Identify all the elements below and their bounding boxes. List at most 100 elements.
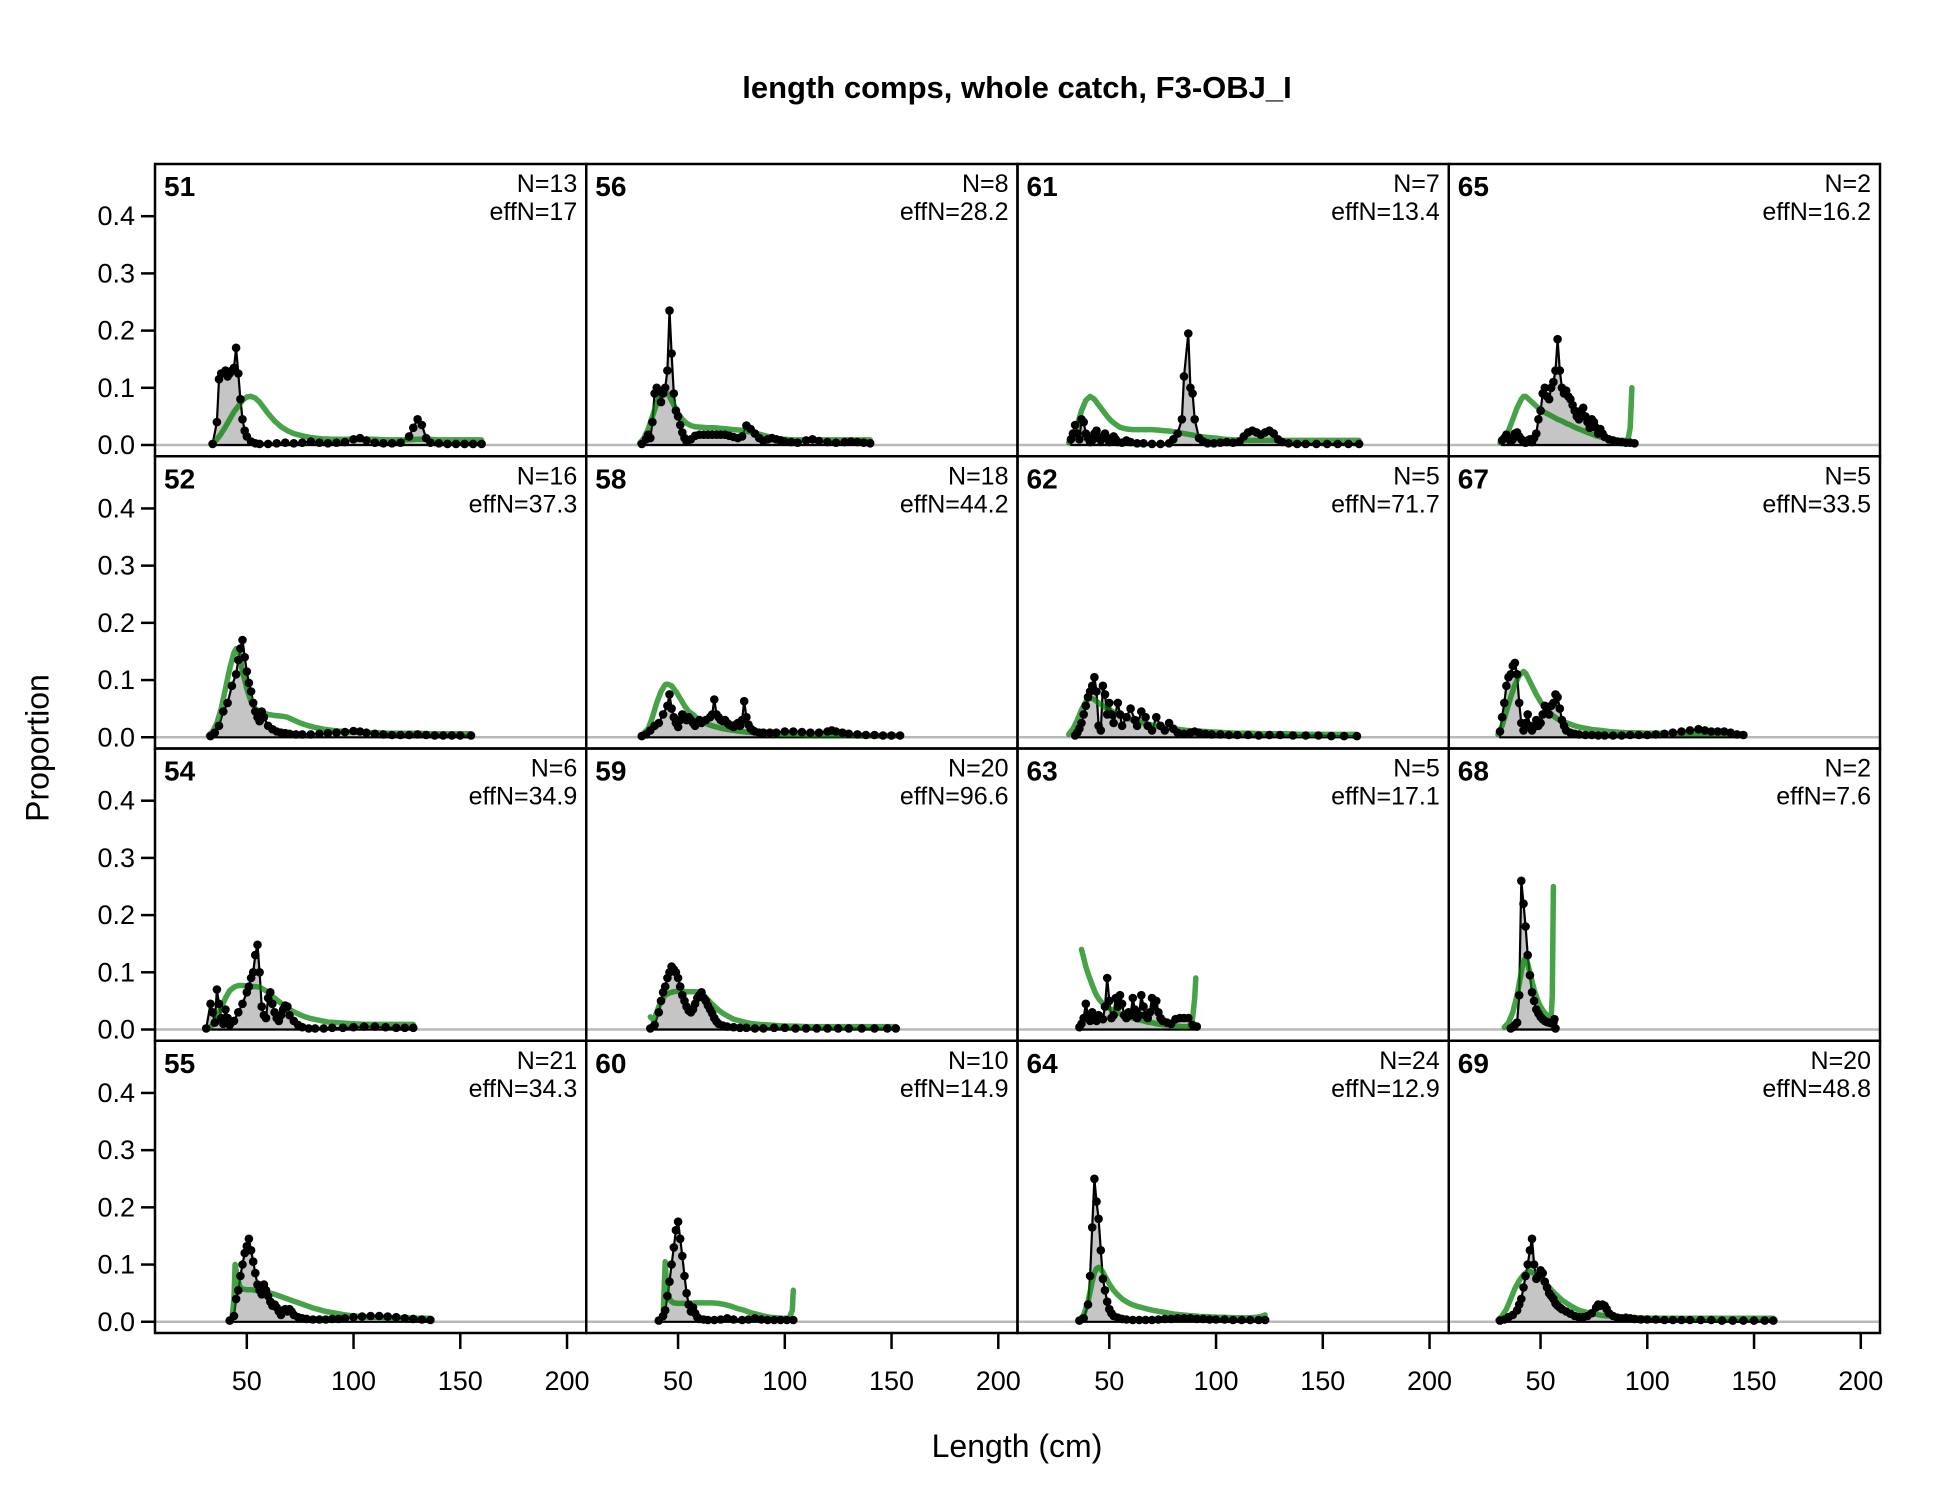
- obs-point: [1574, 415, 1584, 424]
- obs-point: [1260, 1315, 1270, 1325]
- obs-point: [1685, 1315, 1695, 1325]
- obs-point: [1192, 1022, 1202, 1031]
- obs-point: [283, 1002, 292, 1011]
- obs-point: [1327, 731, 1336, 741]
- obs-point: [801, 436, 811, 445]
- y-tick-label: 0.2: [97, 900, 135, 930]
- obs-point: [1092, 1197, 1101, 1206]
- obs-point: [1630, 1314, 1639, 1324]
- obs-point: [1525, 1246, 1535, 1255]
- obs-point: [1228, 1315, 1238, 1325]
- y-tick-label: 0.2: [97, 608, 135, 638]
- obs-point: [1519, 899, 1528, 908]
- obs-point: [391, 1023, 401, 1033]
- obs-point: [650, 1020, 659, 1030]
- obs-point: [1085, 1271, 1095, 1281]
- x-tick-label: 150: [869, 1366, 914, 1396]
- obs-point: [660, 1306, 670, 1315]
- obs-point: [381, 1022, 390, 1032]
- y-tick-label: 0.4: [97, 201, 135, 231]
- obs-point: [750, 1024, 760, 1033]
- obs-point: [1154, 1315, 1163, 1324]
- obs-point: [791, 1024, 800, 1033]
- panel-effn-label: effN=71.7: [1331, 490, 1440, 518]
- obs-point: [1102, 973, 1112, 983]
- obs-point: [1216, 730, 1225, 739]
- obs-point: [1555, 704, 1565, 713]
- obs-point: [391, 1312, 401, 1322]
- obs-point: [438, 731, 448, 740]
- obs-point: [1630, 439, 1639, 448]
- obs-point: [214, 721, 224, 731]
- obs-point: [1685, 726, 1695, 735]
- panel-n-label: N=5: [1393, 462, 1440, 490]
- obs-point: [759, 1024, 768, 1033]
- obs-point: [229, 1016, 239, 1026]
- obs-point: [1587, 730, 1597, 740]
- obs-point: [1600, 731, 1609, 740]
- obs-point: [722, 1022, 732, 1031]
- obs-point: [1134, 1010, 1144, 1020]
- obs-point: [1122, 1315, 1131, 1324]
- obs-point: [208, 439, 217, 449]
- obs-point: [255, 439, 264, 449]
- chart-title: length comps, whole catch, F3-OBJ_I: [742, 70, 1292, 105]
- obs-point: [654, 718, 664, 728]
- obs-point: [1126, 704, 1135, 713]
- obs-point: [1207, 730, 1217, 739]
- obs-point: [468, 439, 478, 449]
- panel-year-label: 55: [164, 1048, 195, 1079]
- y-tick-label: 0.2: [97, 316, 135, 346]
- obs-point: [716, 1315, 725, 1324]
- obs-point: [246, 1246, 256, 1255]
- obs-point: [1284, 439, 1293, 448]
- obs-point: [1544, 710, 1554, 719]
- panel-n-label: N=8: [962, 170, 1009, 198]
- obs-point: [214, 999, 224, 1009]
- obs-point: [1288, 731, 1298, 740]
- obs-point: [443, 439, 452, 449]
- obs-area: [1074, 676, 1358, 739]
- obs-point: [1122, 712, 1131, 722]
- obs-point: [831, 727, 841, 736]
- obs-point: [808, 435, 817, 444]
- obs-point: [1636, 1315, 1646, 1324]
- obs-point: [242, 667, 252, 676]
- obs-point: [447, 731, 457, 740]
- obs-area: [228, 1237, 432, 1323]
- obs-point: [750, 1314, 760, 1323]
- obs-point: [1107, 710, 1116, 719]
- obs-point: [409, 423, 418, 433]
- obs-point: [280, 438, 290, 448]
- obs-point: [238, 999, 247, 1009]
- obs-point: [319, 1024, 329, 1033]
- obs-point: [1211, 1315, 1221, 1324]
- obs-point: [1749, 1316, 1759, 1325]
- obs-point: [355, 727, 365, 736]
- panel-effn-label: effN=44.2: [900, 490, 1009, 518]
- obs-point: [833, 1024, 843, 1033]
- obs-point: [870, 1024, 879, 1033]
- obs-point: [673, 1217, 683, 1226]
- obs-point: [1301, 731, 1310, 740]
- obs-point: [1092, 687, 1101, 696]
- panel-effn-label: effN=34.3: [469, 1075, 578, 1103]
- obs-point: [1677, 1315, 1686, 1325]
- obs-point: [1651, 730, 1661, 739]
- obs-point: [236, 1271, 245, 1281]
- obs-point: [1137, 990, 1146, 1000]
- y-tick-label: 0.3: [97, 551, 135, 581]
- obs-point: [1224, 730, 1234, 740]
- obs-point: [1222, 437, 1231, 447]
- obs-point: [362, 728, 371, 737]
- obs-point: [665, 690, 674, 699]
- obs-point: [1707, 727, 1716, 736]
- obs-point: [272, 439, 282, 448]
- panel-effn-label: effN=7.6: [1776, 783, 1871, 811]
- obs-point: [1173, 429, 1182, 438]
- obs-point: [1574, 730, 1584, 739]
- obs-point: [340, 1314, 350, 1323]
- obs-point: [663, 366, 672, 375]
- obs-point: [231, 670, 241, 679]
- obs-point: [1166, 1314, 1176, 1324]
